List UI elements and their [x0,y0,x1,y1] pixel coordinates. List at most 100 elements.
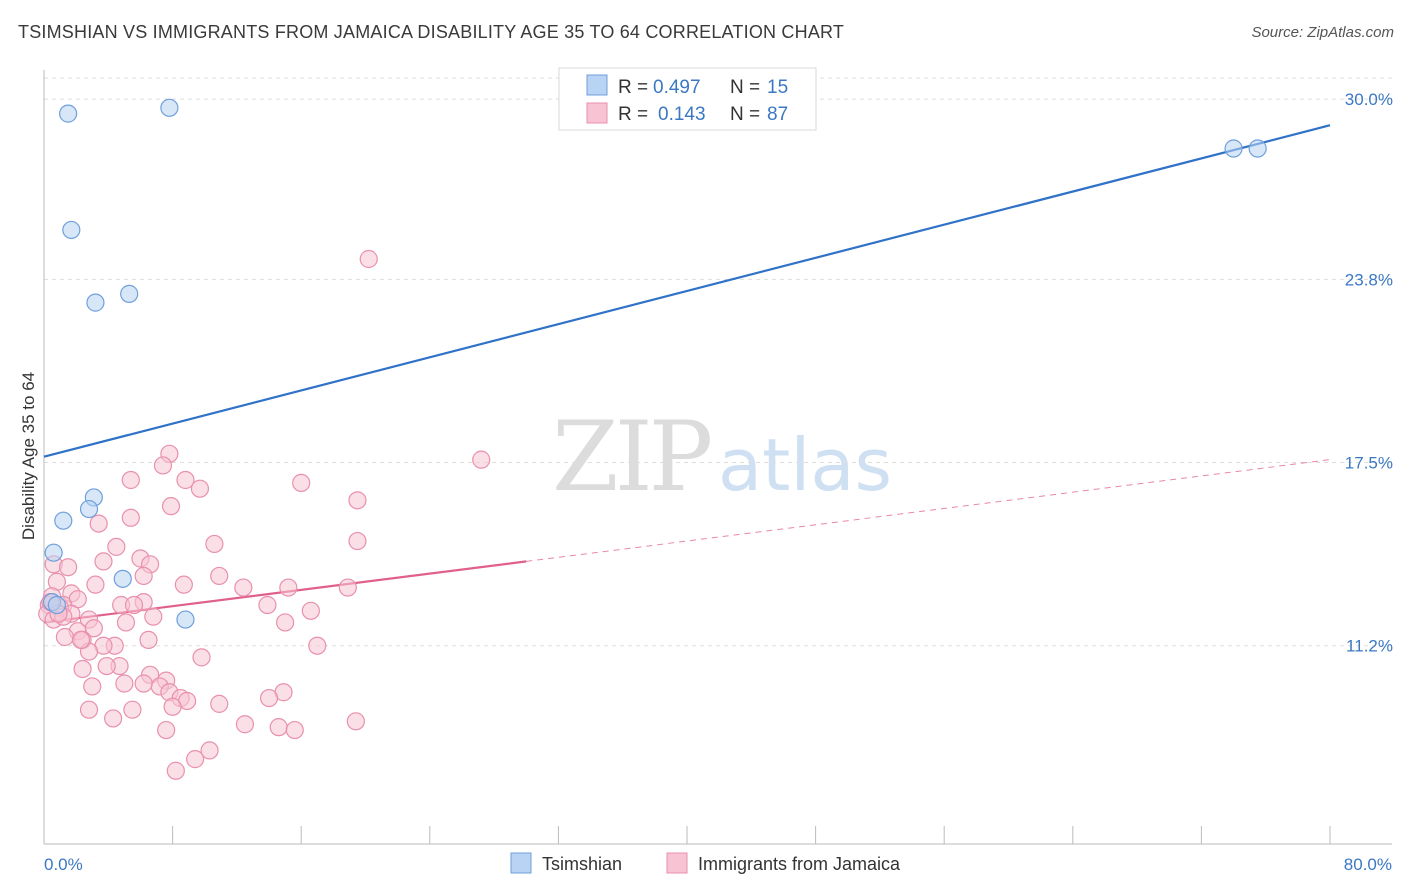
stats-legend: R = 0.497 N = 15 R = 0.143 N = 87 [558,67,817,131]
trend-line-extension-1 [526,459,1331,562]
series-legend-swatch-tsimshian [510,852,532,874]
y-axis-label: Disability Age 35 to 64 [19,372,38,540]
y-tick-label-1: 23.8% [1345,270,1393,289]
jamaica-point-10 [121,508,140,527]
y-tick-label-3: 11.2% [1346,637,1393,656]
tsimshian-point-12 [1224,139,1243,158]
tsimshian-point-0 [59,104,78,123]
tsimshian-point-3 [86,293,105,312]
x-tick-label-min: 0.0% [44,855,83,874]
legend-n-label-1: N = [730,104,760,125]
jamaica-point-9 [161,497,181,516]
legend-r-label-0: R = [618,77,648,98]
tsimshian-point-1 [160,98,179,117]
jamaica-point-18 [94,552,113,571]
legend-r-label-1: R = [618,104,648,125]
jamaica-point-3 [153,456,173,475]
jamaica-point-23 [86,575,105,594]
jamaica-point-25 [234,578,253,597]
jamaica-point-8 [348,491,367,510]
jamaica-point-5 [176,470,195,490]
jamaica-point-71 [259,688,279,708]
jamaica-point-86 [166,761,185,780]
y-tick-label-0: 30.0% [1345,90,1393,109]
jamaica-point-60 [97,656,116,676]
jamaica-point-77 [104,709,123,728]
y-tick-labels: 30.0% 23.8% 17.5% 11.2% [1345,90,1393,656]
legend-swatch-jamaica [586,102,608,124]
jamaica-point-73 [79,700,99,719]
jamaica-point-24 [174,575,193,594]
chart-source: Source: ZipAtlas.com [1251,24,1394,41]
jamaica-point-82 [157,720,176,740]
tsimshian-point-8 [44,543,63,562]
jamaica-point-64 [83,677,102,696]
series-legend-label-tsimshian: Tsimshian [542,854,622,874]
jamaica-point-79 [269,718,288,737]
jamaica-point-83 [200,741,219,760]
jamaica-point-1 [472,450,491,469]
jamaica-point-11 [89,514,108,533]
jamaica-point-61 [73,659,92,679]
chart-title: TSIMSHIAN VS IMMIGRANTS FROM JAMAICA DIS… [18,22,845,42]
jamaica-point-74 [210,694,229,713]
jamaica-point-6 [190,479,210,498]
legend-swatch-tsimshian [586,74,608,96]
jamaica-point-67 [134,674,153,693]
series-legend-swatch-jamaica [666,852,688,874]
watermark: ZIP atlas [552,401,892,513]
jamaica-point-45 [276,613,295,632]
tsimshian-point-4 [120,284,139,303]
legend-r-value-0: 0.497 [653,77,701,98]
jamaica-point-48 [84,619,103,638]
series-legend: Tsimshian Immigrants from Jamaica [510,852,901,874]
jamaica-point-65 [115,674,134,693]
jamaica-point-84 [186,750,205,769]
jamaica-point-58 [192,648,211,667]
jamaica-point-7 [292,473,311,492]
trend-line-0 [43,124,1331,458]
jamaica-point-4 [121,470,140,490]
watermark-atlas: atlas [718,423,892,507]
tsimshian-point-9 [113,569,132,588]
jamaica-point-54 [71,630,91,650]
tsimshian-point-2 [62,220,81,240]
legend-n-label-0: N = [730,77,760,98]
axes [43,70,1392,845]
jamaica-point-19 [59,558,78,577]
legend-n-value-1: 87 [767,104,788,125]
jamaica-point-40 [301,601,320,620]
jamaica-point-27 [338,578,357,597]
y-tick-label-2: 17.5% [1345,454,1393,473]
data-points [38,98,1267,780]
tsimshian-point-7 [79,499,99,519]
jamaica-point-0 [359,249,378,269]
jamaica-point-75 [123,700,142,719]
jamaica-point-47 [55,627,74,647]
series-legend-label-jamaica: Immigrants from Jamaica [698,854,901,874]
jamaica-point-14 [348,531,367,551]
legend-r-value-1: 0.143 [658,104,706,125]
watermark-zip: ZIP [552,401,711,513]
jamaica-point-13 [205,534,224,554]
jamaica-point-41 [144,607,163,626]
jamaica-point-21 [210,566,229,586]
jamaica-point-12 [107,537,126,556]
legend-n-value-0: 15 [767,77,788,98]
jamaica-point-55 [308,636,327,655]
jamaica-point-78 [235,715,255,734]
jamaica-point-76 [163,697,182,716]
jamaica-point-80 [346,712,365,731]
jamaica-point-34 [124,595,144,615]
jamaica-point-26 [279,578,298,597]
trend-lines [43,124,1331,624]
tsimshian-point-6 [54,511,73,530]
tsimshian-point-14 [47,595,66,615]
x-tick-label-max: 80.0% [1344,855,1392,874]
jamaica-point-81 [285,720,304,740]
jamaica-point-43 [116,613,136,632]
jamaica-point-50 [139,630,158,650]
jamaica-point-20 [134,566,153,586]
tsimshian-point-13 [1248,139,1267,158]
